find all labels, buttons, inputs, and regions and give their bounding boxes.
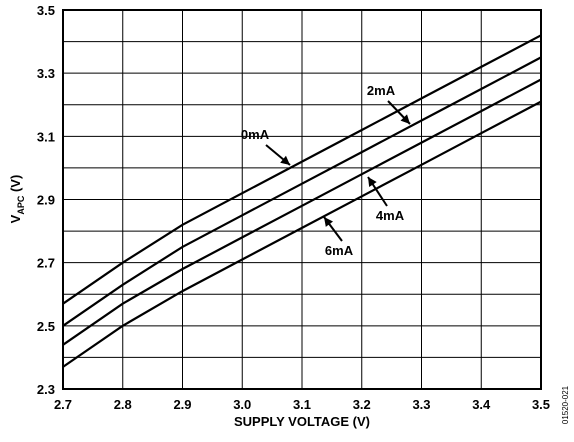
x-tick-labels: 2.7 2.8 2.9 3.0 3.1 3.2 3.3 3.4 3.5 [54,397,550,412]
grid-lines [62,9,542,390]
x-tick-label: 3.5 [532,397,550,412]
plot-frame [62,9,542,390]
label-arrows [265,100,411,242]
x-tick-label: 3.3 [412,397,430,412]
y-axis-title-subscript: APC [16,195,26,215]
curve-label-6mA: 6mA [325,243,354,258]
data-series [62,34,542,368]
y-axis-title-main: V [8,214,23,223]
x-tick-label: 3.4 [472,397,491,412]
y-tick-label: 2.9 [37,193,55,208]
x-tick-label: 2.8 [114,397,132,412]
series-line-0mA [62,34,542,305]
y-axis-title-unit: (V) [8,175,23,196]
figure-id: 01520-021 [561,385,570,424]
series-line-2mA [62,56,542,327]
x-tick-label: 2.7 [54,397,72,412]
y-tick-label: 3.1 [37,129,55,144]
curve-label-4mA: 4mA [376,208,405,223]
arrowhead-0mA [280,155,290,165]
series-line-4mA [62,78,542,346]
arrowhead-2mA [400,114,410,124]
x-tick-label: 3.0 [233,397,251,412]
y-tick-label: 2.5 [37,319,55,334]
x-tick-label: 3.2 [353,397,371,412]
y-axis-title: VAPC (V) [8,175,26,224]
x-tick-label: 2.9 [173,397,191,412]
y-tick-label: 3.5 [37,3,55,18]
curve-label-2mA: 2mA [367,83,396,98]
curve-labels: 0mA 2mA 4mA 6mA [241,83,405,258]
arrowhead-4mA [368,177,377,187]
y-tick-label: 2.3 [37,382,55,397]
x-axis-title: SUPPLY VOLTAGE (V) [234,414,370,429]
y-tick-label: 3.3 [37,66,55,81]
y-tick-label: 2.7 [37,256,55,271]
arrowhead-6mA [324,217,333,227]
y-tick-labels: 2.3 2.5 2.7 2.9 3.1 3.3 3.5 [37,3,55,397]
curve-label-0mA: 0mA [241,127,270,142]
series-line-6mA [62,100,542,368]
x-tick-label: 3.1 [293,397,311,412]
